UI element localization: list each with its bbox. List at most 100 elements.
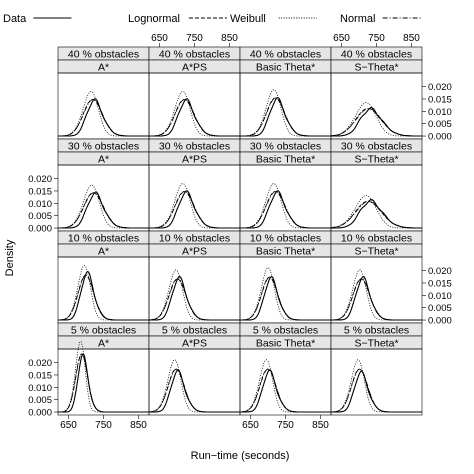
lognormal-curve (149, 191, 240, 229)
axes: 650 750 850 650 750 850 650 750 850 650 750 850 0.00… (28, 33, 452, 431)
y-tick-label: 0.005 (428, 119, 452, 130)
x-tick-label: 850 (130, 420, 147, 431)
strip-label-obstacles: 10 % obstacles (341, 233, 412, 245)
y-tick-label: 0.010 (428, 107, 452, 118)
strip-label-obstacles: 40 % obstacles (159, 49, 230, 61)
y-tick-label: 0.020 (428, 82, 452, 93)
y-tick-label: 0.020 (428, 266, 452, 277)
y-tick-label: 0.015 (428, 278, 452, 289)
y-tick-label: 0.000 (428, 316, 452, 327)
weibull-curve (240, 359, 331, 413)
legend-label: Normal (340, 13, 375, 25)
weibull-curve (331, 195, 422, 229)
strip-label-algorithm: A*PS (182, 338, 207, 350)
panel-frame (330, 348, 423, 416)
panel-frame (57, 72, 150, 140)
panel-frame (239, 348, 332, 416)
data-curve (240, 97, 331, 137)
data-curve (58, 271, 149, 321)
data-curve (331, 370, 422, 413)
lognormal-curve (58, 353, 149, 413)
y-tick-label: 0.015 (428, 94, 452, 105)
normal-curve (240, 191, 331, 229)
panel-frame (57, 164, 150, 232)
weibull-curve (148, 359, 240, 413)
data-curve (149, 190, 240, 229)
y-tick-label: 0.020 (28, 358, 52, 369)
strip-label-algorithm: S−Theta* (354, 246, 398, 258)
x-tick-label: 850 (403, 33, 420, 44)
strip-label-obstacles: 10 % obstacles (250, 233, 321, 245)
x-tick-label: 650 (333, 33, 350, 44)
strip-label-obstacles: 30 % obstacles (159, 141, 230, 153)
strip-label-algorithm: Basic Theta* (256, 338, 315, 350)
lognormal-curve (240, 368, 331, 413)
strip-label-obstacles: 5 % obstacles (253, 325, 318, 337)
data-curve (331, 107, 422, 137)
x-tick-label: 750 (186, 33, 203, 44)
x-axis-label: Run−time (seconds) (191, 450, 290, 462)
data-curve (149, 98, 240, 137)
legend-label: Lognormal (128, 13, 180, 25)
data-curve (149, 369, 240, 413)
x-tick-label: 750 (368, 33, 385, 44)
x-tick-label: 650 (60, 420, 77, 431)
strip-label-obstacles: 5 % obstacles (344, 325, 409, 337)
strip-label-algorithm: S−Theta* (354, 154, 398, 166)
y-tick-label: 0.000 (428, 132, 452, 143)
normal-curve (330, 368, 422, 413)
x-tick-label: 850 (312, 420, 329, 431)
y-tick-label: 0.010 (28, 199, 52, 210)
strip-label-obstacles: 40 % obstacles (68, 49, 139, 61)
x-tick-label: 650 (242, 420, 259, 431)
y-tick-label: 0.015 (28, 186, 52, 197)
strip-label-algorithm: Basic Theta* (256, 246, 315, 258)
strip-label-obstacles: 30 % obstacles (341, 141, 412, 153)
lognormal-curve (58, 274, 149, 321)
normal-curve (240, 97, 331, 137)
y-axis-label: Density (4, 239, 16, 276)
y-tick-label: 0.005 (428, 303, 452, 314)
data-curve (58, 191, 149, 229)
data-curve (240, 369, 331, 413)
x-tick-label: 850 (221, 33, 238, 44)
lognormal-curve (149, 99, 240, 137)
panel-frame (148, 164, 241, 232)
normal-curve (149, 99, 240, 137)
x-tick-label: 650 (151, 33, 168, 44)
strip-label-algorithm: S−Theta* (354, 338, 398, 350)
strip-label-obstacles: 5 % obstacles (71, 325, 136, 337)
weibull-curve (58, 184, 149, 229)
normal-curve (149, 368, 240, 413)
panel-frame (57, 348, 150, 416)
panel-frame (330, 164, 423, 232)
lognormal-curve (58, 192, 149, 229)
weibull-curve (58, 340, 149, 413)
panel-frame (239, 72, 332, 140)
data-curve (240, 190, 331, 229)
y-tick-label: 0.005 (28, 395, 52, 406)
x-tick-label: 750 (277, 420, 294, 431)
data-curve (58, 353, 149, 413)
normal-curve (58, 192, 149, 229)
legend: Data Lognormal Weibull Normal (3, 13, 421, 25)
panel-frame (330, 72, 423, 140)
strip-label-algorithm: A*PS (182, 62, 207, 74)
y-tick-label: 0.010 (428, 291, 452, 302)
weibull-curve (331, 102, 422, 137)
normal-curve (240, 368, 331, 413)
strip-label-obstacles: 40 % obstacles (341, 49, 412, 61)
strip-label-obstacles: 10 % obstacles (159, 233, 230, 245)
